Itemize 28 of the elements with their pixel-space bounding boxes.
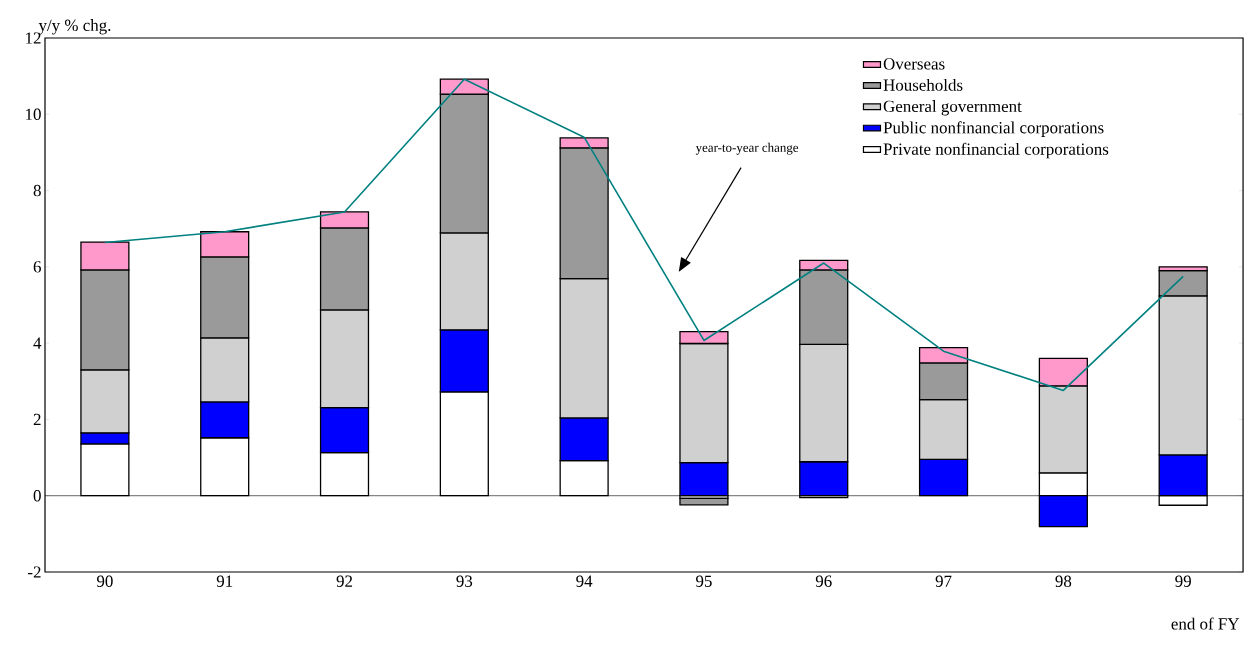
x-tick-label: 90 — [96, 575, 113, 587]
x-tick-label: 92 — [336, 575, 353, 587]
legend-label: Overseas — [883, 58, 945, 70]
y-tick-label: 6 — [33, 261, 41, 273]
y-tick-label: 8 — [33, 184, 41, 197]
x-tick-label: 95 — [696, 575, 712, 587]
annotation: year-to-year change — [695, 142, 799, 155]
x-tick-label: 91 — [216, 575, 233, 587]
y-tick-label: 0 — [33, 490, 41, 502]
legend-label: Private nonfinancial corporations — [883, 142, 1109, 159]
y-axis-title: y/y % chg. — [38, 19, 111, 35]
y-tick-label: 10 — [26, 108, 41, 120]
x-axis-title: end of FY — [1171, 617, 1240, 630]
bar — [679, 497, 729, 506]
y-tick-label: 12 — [26, 32, 41, 44]
x-tick-label: 98 — [1055, 575, 1072, 587]
legend-label: General government — [883, 100, 1022, 116]
y-tick-label: -2 — [28, 566, 41, 578]
y-tick-label: 4 — [33, 337, 42, 349]
legend-label: Public nonfinancial corporations — [883, 121, 1104, 137]
x-tick-label: 99 — [1175, 575, 1191, 587]
legend-label: Households — [883, 78, 963, 91]
x-tick-label: 93 — [456, 575, 473, 587]
x-tick-label: 96 — [815, 575, 832, 587]
x-tick-label: 94 — [576, 575, 593, 587]
y-tick-label: 2 — [33, 413, 41, 426]
x-tick-label: 97 — [935, 575, 952, 587]
line-series — [104, 78, 1184, 392]
